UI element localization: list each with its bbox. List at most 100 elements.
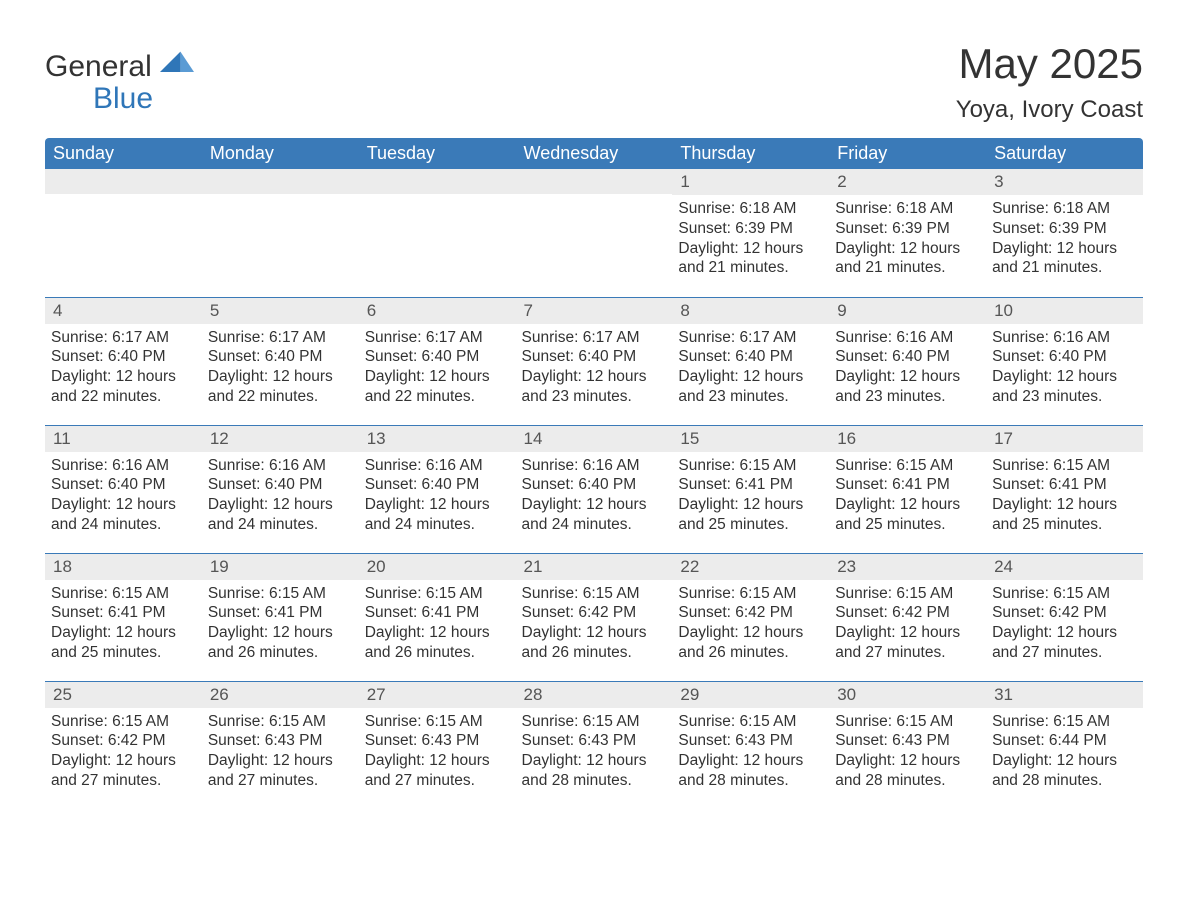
day-number — [202, 169, 359, 194]
calendar-day-cell: 9Sunrise: 6:16 AMSunset: 6:40 PMDaylight… — [829, 297, 986, 425]
day-number: 8 — [672, 298, 829, 324]
day-number: 4 — [45, 298, 202, 324]
day-content: Sunrise: 6:15 AMSunset: 6:42 PMDaylight:… — [672, 580, 829, 669]
day-number: 20 — [359, 554, 516, 580]
day-number: 2 — [829, 169, 986, 195]
day-content: Sunrise: 6:16 AMSunset: 6:40 PMDaylight:… — [516, 452, 673, 541]
location: Yoya, Ivory Coast — [956, 96, 1143, 124]
day-content: Sunrise: 6:15 AMSunset: 6:41 PMDaylight:… — [672, 452, 829, 541]
calendar-day-cell — [516, 169, 673, 297]
day-content: Sunrise: 6:15 AMSunset: 6:42 PMDaylight:… — [516, 580, 673, 669]
day-number: 14 — [516, 426, 673, 452]
day-number — [516, 169, 673, 194]
calendar-day-cell: 15Sunrise: 6:15 AMSunset: 6:41 PMDayligh… — [672, 425, 829, 553]
weekday-header: Thursday — [672, 138, 829, 169]
day-number: 24 — [986, 554, 1143, 580]
day-content: Sunrise: 6:15 AMSunset: 6:43 PMDaylight:… — [516, 708, 673, 797]
weekday-header: Tuesday — [359, 138, 516, 169]
calendar-day-cell: 28Sunrise: 6:15 AMSunset: 6:43 PMDayligh… — [516, 681, 673, 809]
calendar-day-cell: 1Sunrise: 6:18 AMSunset: 6:39 PMDaylight… — [672, 169, 829, 297]
weekday-header: Sunday — [45, 138, 202, 169]
weekday-header: Saturday — [986, 138, 1143, 169]
calendar-week-row: 4Sunrise: 6:17 AMSunset: 6:40 PMDaylight… — [45, 297, 1143, 425]
day-content: Sunrise: 6:17 AMSunset: 6:40 PMDaylight:… — [45, 324, 202, 413]
calendar-day-cell: 19Sunrise: 6:15 AMSunset: 6:41 PMDayligh… — [202, 553, 359, 681]
calendar-week-row: 1Sunrise: 6:18 AMSunset: 6:39 PMDaylight… — [45, 169, 1143, 297]
calendar-day-cell: 21Sunrise: 6:15 AMSunset: 6:42 PMDayligh… — [516, 553, 673, 681]
day-content: Sunrise: 6:18 AMSunset: 6:39 PMDaylight:… — [672, 195, 829, 284]
day-content: Sunrise: 6:17 AMSunset: 6:40 PMDaylight:… — [202, 324, 359, 413]
day-content: Sunrise: 6:15 AMSunset: 6:43 PMDaylight:… — [359, 708, 516, 797]
day-number: 31 — [986, 682, 1143, 708]
day-content: Sunrise: 6:18 AMSunset: 6:39 PMDaylight:… — [986, 195, 1143, 284]
day-content: Sunrise: 6:15 AMSunset: 6:43 PMDaylight:… — [829, 708, 986, 797]
day-number: 26 — [202, 682, 359, 708]
day-content: Sunrise: 6:15 AMSunset: 6:41 PMDaylight:… — [359, 580, 516, 669]
day-content: Sunrise: 6:15 AMSunset: 6:41 PMDaylight:… — [202, 580, 359, 669]
calendar-day-cell: 5Sunrise: 6:17 AMSunset: 6:40 PMDaylight… — [202, 297, 359, 425]
calendar-day-cell — [202, 169, 359, 297]
day-content: Sunrise: 6:18 AMSunset: 6:39 PMDaylight:… — [829, 195, 986, 284]
day-content: Sunrise: 6:15 AMSunset: 6:41 PMDaylight:… — [829, 452, 986, 541]
day-number: 27 — [359, 682, 516, 708]
calendar-day-cell: 20Sunrise: 6:15 AMSunset: 6:41 PMDayligh… — [359, 553, 516, 681]
logo-text: General Blue — [45, 40, 194, 114]
calendar-day-cell: 22Sunrise: 6:15 AMSunset: 6:42 PMDayligh… — [672, 553, 829, 681]
day-content: Sunrise: 6:15 AMSunset: 6:42 PMDaylight:… — [45, 708, 202, 797]
calendar-table: SundayMondayTuesdayWednesdayThursdayFrid… — [45, 138, 1143, 809]
day-number: 30 — [829, 682, 986, 708]
day-number: 3 — [986, 169, 1143, 195]
day-number: 17 — [986, 426, 1143, 452]
calendar-day-cell: 17Sunrise: 6:15 AMSunset: 6:41 PMDayligh… — [986, 425, 1143, 553]
day-content: Sunrise: 6:15 AMSunset: 6:41 PMDaylight:… — [986, 452, 1143, 541]
calendar-day-cell: 3Sunrise: 6:18 AMSunset: 6:39 PMDaylight… — [986, 169, 1143, 297]
calendar-day-cell: 23Sunrise: 6:15 AMSunset: 6:42 PMDayligh… — [829, 553, 986, 681]
day-number: 7 — [516, 298, 673, 324]
header: General Blue May 2025 Yoya, Ivory Coast — [45, 40, 1143, 132]
calendar-day-cell: 7Sunrise: 6:17 AMSunset: 6:40 PMDaylight… — [516, 297, 673, 425]
day-content: Sunrise: 6:16 AMSunset: 6:40 PMDaylight:… — [829, 324, 986, 413]
calendar-day-cell — [45, 169, 202, 297]
day-content: Sunrise: 6:16 AMSunset: 6:40 PMDaylight:… — [45, 452, 202, 541]
day-number: 19 — [202, 554, 359, 580]
title-block: May 2025 Yoya, Ivory Coast — [956, 40, 1143, 132]
day-number — [359, 169, 516, 194]
day-content: Sunrise: 6:16 AMSunset: 6:40 PMDaylight:… — [986, 324, 1143, 413]
day-number: 28 — [516, 682, 673, 708]
calendar-day-cell — [359, 169, 516, 297]
calendar-day-cell: 13Sunrise: 6:16 AMSunset: 6:40 PMDayligh… — [359, 425, 516, 553]
day-number: 18 — [45, 554, 202, 580]
calendar-day-cell: 24Sunrise: 6:15 AMSunset: 6:42 PMDayligh… — [986, 553, 1143, 681]
calendar-day-cell: 11Sunrise: 6:16 AMSunset: 6:40 PMDayligh… — [45, 425, 202, 553]
calendar-header-row: SundayMondayTuesdayWednesdayThursdayFrid… — [45, 138, 1143, 169]
logo-triangle-icon — [160, 46, 194, 76]
calendar-day-cell: 31Sunrise: 6:15 AMSunset: 6:44 PMDayligh… — [986, 681, 1143, 809]
day-content: Sunrise: 6:17 AMSunset: 6:40 PMDaylight:… — [516, 324, 673, 413]
day-number: 21 — [516, 554, 673, 580]
calendar-day-cell: 30Sunrise: 6:15 AMSunset: 6:43 PMDayligh… — [829, 681, 986, 809]
calendar-day-cell: 29Sunrise: 6:15 AMSunset: 6:43 PMDayligh… — [672, 681, 829, 809]
calendar-day-cell: 26Sunrise: 6:15 AMSunset: 6:43 PMDayligh… — [202, 681, 359, 809]
logo-word1: General — [45, 50, 152, 83]
day-number: 23 — [829, 554, 986, 580]
calendar-week-row: 25Sunrise: 6:15 AMSunset: 6:42 PMDayligh… — [45, 681, 1143, 809]
day-number — [45, 169, 202, 194]
day-number: 5 — [202, 298, 359, 324]
day-number: 12 — [202, 426, 359, 452]
day-content: Sunrise: 6:15 AMSunset: 6:43 PMDaylight:… — [202, 708, 359, 797]
calendar-day-cell: 25Sunrise: 6:15 AMSunset: 6:42 PMDayligh… — [45, 681, 202, 809]
calendar-day-cell: 2Sunrise: 6:18 AMSunset: 6:39 PMDaylight… — [829, 169, 986, 297]
weekday-header: Wednesday — [516, 138, 673, 169]
day-number: 25 — [45, 682, 202, 708]
calendar-week-row: 11Sunrise: 6:16 AMSunset: 6:40 PMDayligh… — [45, 425, 1143, 553]
day-content: Sunrise: 6:15 AMSunset: 6:44 PMDaylight:… — [986, 708, 1143, 797]
day-content: Sunrise: 6:15 AMSunset: 6:41 PMDaylight:… — [45, 580, 202, 669]
calendar-day-cell: 12Sunrise: 6:16 AMSunset: 6:40 PMDayligh… — [202, 425, 359, 553]
logo: General Blue — [45, 40, 194, 114]
calendar-day-cell: 4Sunrise: 6:17 AMSunset: 6:40 PMDaylight… — [45, 297, 202, 425]
calendar-day-cell: 18Sunrise: 6:15 AMSunset: 6:41 PMDayligh… — [45, 553, 202, 681]
calendar-day-cell: 8Sunrise: 6:17 AMSunset: 6:40 PMDaylight… — [672, 297, 829, 425]
day-content: Sunrise: 6:15 AMSunset: 6:43 PMDaylight:… — [672, 708, 829, 797]
calendar-body: 1Sunrise: 6:18 AMSunset: 6:39 PMDaylight… — [45, 169, 1143, 809]
day-number: 10 — [986, 298, 1143, 324]
